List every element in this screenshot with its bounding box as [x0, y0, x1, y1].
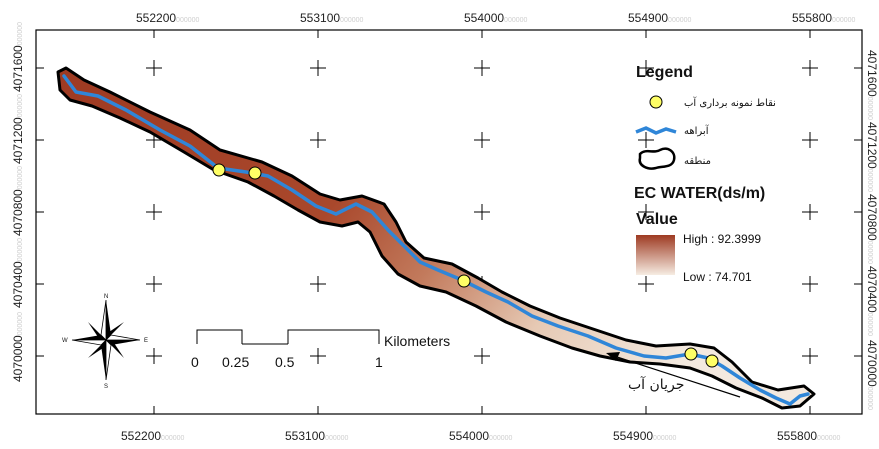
x-tick-bottom: 552200000000: [121, 429, 185, 443]
compass-e: E: [144, 338, 148, 344]
x-tick-labels-top: 552200000000 553100000000 554000000000 5…: [136, 11, 856, 25]
scale-label-05: 0.5: [275, 354, 295, 370]
legend: Legend نقاط نمونه برداری آب آبراهه منطقه…: [634, 64, 776, 284]
sample-point[interactable]: [248, 166, 262, 180]
y-tick-labels-left: 4071600000000 4071200000000 407080000000…: [11, 22, 25, 382]
y-tick-right: 4071600000000: [865, 50, 879, 120]
sample-point[interactable]: [212, 163, 226, 177]
study-area-polygon: [56, 66, 816, 410]
x-tick-labels-bottom: 552200000000 553100000000 554000000000 5…: [121, 429, 841, 443]
flow-arrow: جریان آب: [606, 352, 741, 398]
sample-point[interactable]: [705, 354, 719, 368]
y-tick-right: 4070400000000: [865, 266, 879, 336]
compass-s: S: [104, 384, 108, 390]
y-tick-left: 4070000000000: [11, 312, 25, 382]
color-ramp: [636, 235, 675, 275]
legend-area-label: منطقه: [684, 156, 711, 167]
legend-title: Legend: [636, 64, 693, 81]
y-tick-left: 4070400000000: [11, 238, 25, 308]
scale-label-0: 0: [191, 354, 199, 370]
scale-label-025: 0.25: [222, 354, 249, 370]
x-tick-bottom: 554900000000: [613, 429, 677, 443]
sample-points: [212, 163, 719, 368]
scale-label-1: 1: [375, 354, 383, 370]
compass-w: W: [62, 338, 68, 344]
x-tick-top: 555800000000: [792, 11, 856, 25]
x-tick-top: 552200000000: [136, 11, 200, 25]
sample-point-legend-icon: [649, 95, 663, 109]
x-tick-top: 553100000000: [300, 11, 364, 25]
flow-label: جریان آب: [628, 376, 684, 393]
sample-point[interactable]: [684, 347, 698, 361]
legend-value-label: Value: [636, 211, 678, 228]
river-legend-icon: [635, 126, 677, 135]
y-tick-right: 4070800000000: [865, 194, 879, 264]
y-tick-labels-right: 4071600000000 4071200000000 407080000000…: [865, 50, 879, 410]
y-tick-left: 4070800000000: [11, 166, 25, 236]
x-tick-top: 554000000000: [464, 11, 528, 25]
sample-point[interactable]: [457, 274, 471, 288]
area-legend-icon: [638, 147, 676, 170]
north-arrow: N S E W: [62, 294, 148, 390]
legend-low-label: Low : 74.701: [683, 270, 752, 284]
map-frame: [35, 29, 863, 415]
river-line: [62, 74, 810, 406]
scale-unit: Kilometers: [384, 333, 450, 349]
legend-river-label: آبراهه: [684, 124, 710, 137]
y-tick-right: 4070000000000: [865, 340, 879, 410]
legend-sample-points-label: نقاط نمونه برداری آب: [684, 96, 776, 109]
legend-layer-title: EC WATER(ds/m): [634, 185, 765, 202]
x-tick-top: 554900000000: [628, 11, 692, 25]
x-tick-bottom: 555800000000: [777, 429, 841, 443]
compass-n: N: [104, 294, 108, 300]
scale-bar: 0 0.25 0.5 1 Kilometers: [191, 329, 450, 370]
y-tick-left: 4071600000000: [11, 22, 25, 92]
y-tick-right: 4071200000000: [865, 122, 879, 192]
x-tick-bottom: 554000000000: [449, 429, 513, 443]
legend-high-label: High : 92.3999: [683, 232, 761, 246]
x-tick-bottom: 553100000000: [285, 429, 349, 443]
y-tick-left: 4071200000000: [11, 94, 25, 164]
